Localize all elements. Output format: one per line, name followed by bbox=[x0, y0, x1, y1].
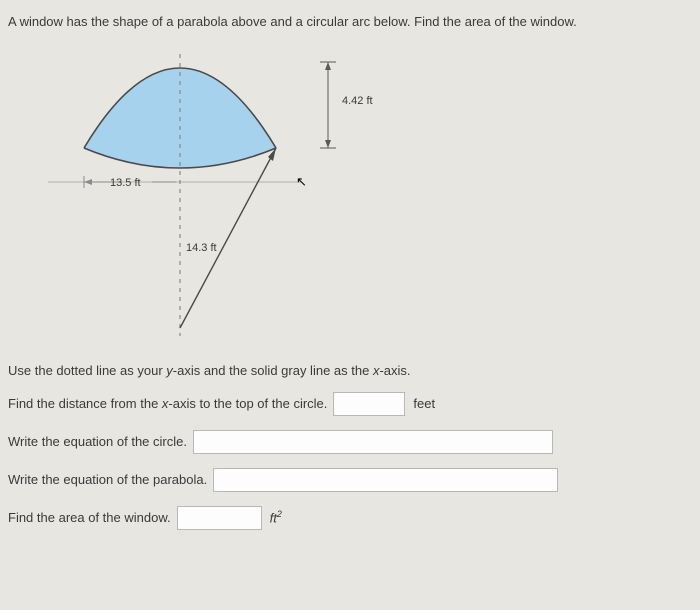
answer-input-4[interactable] bbox=[177, 506, 262, 530]
half-width-label: 13.5 ft bbox=[110, 177, 141, 189]
instruction-part1: Use the dotted line as your bbox=[8, 363, 166, 378]
question-3-row: Write the equation of the parabola. bbox=[8, 468, 692, 492]
height-label: 4.42 ft bbox=[342, 95, 373, 107]
question-1-text: Find the distance from the x-axis to the… bbox=[8, 394, 327, 414]
radius-label: 14.3 ft bbox=[186, 242, 217, 254]
radius-line bbox=[180, 148, 276, 328]
answer-input-2[interactable] bbox=[193, 430, 553, 454]
question-1-row: Find the distance from the x-axis to the… bbox=[8, 392, 692, 416]
question-4-unit: ft2 bbox=[270, 508, 282, 528]
answer-input-1[interactable] bbox=[333, 392, 405, 416]
problem-statement: A window has the shape of a parabola abo… bbox=[8, 12, 692, 32]
cursor-icon: ↖ bbox=[296, 172, 307, 192]
instruction-part2: -axis and the solid gray line as the bbox=[173, 363, 373, 378]
question-3-text: Write the equation of the parabola. bbox=[8, 470, 207, 490]
question-4-text: Find the area of the window. bbox=[8, 508, 171, 528]
diagram: 13.5 ft 14.3 ft 4.42 ft ↖ bbox=[48, 36, 428, 351]
instruction-text: Use the dotted line as your y-axis and t… bbox=[8, 361, 692, 381]
question-4-row: Find the area of the window. ft2 bbox=[8, 506, 692, 530]
answer-input-3[interactable] bbox=[213, 468, 558, 492]
question-1-unit: feet bbox=[413, 394, 435, 414]
question-2-row: Write the equation of the circle. bbox=[8, 430, 692, 454]
instruction-part3: -axis. bbox=[379, 363, 410, 378]
height-dimension bbox=[320, 62, 336, 148]
window-diagram-svg: 13.5 ft 14.3 ft 4.42 ft bbox=[48, 36, 428, 351]
question-2-text: Write the equation of the circle. bbox=[8, 432, 187, 452]
